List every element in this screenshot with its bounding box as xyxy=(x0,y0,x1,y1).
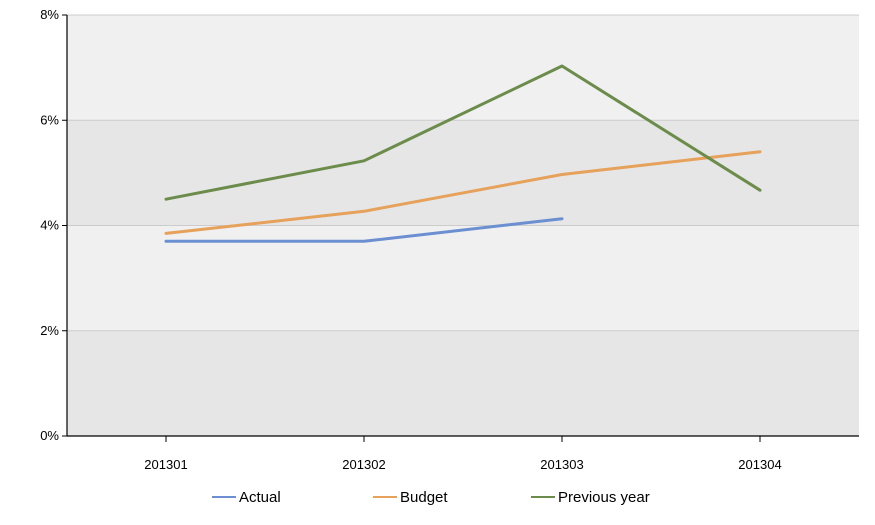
x-tick-label: 201303 xyxy=(540,457,583,472)
y-tick-label: 6% xyxy=(40,112,59,127)
gridlines xyxy=(67,14,859,332)
y-tick-label: 0% xyxy=(40,428,59,443)
legend-item: Budget xyxy=(373,489,448,506)
x-tick-label: 201304 xyxy=(738,457,781,472)
legend-label: Actual xyxy=(239,489,281,506)
legend-label: Previous year xyxy=(558,489,650,506)
legend-item: Previous year xyxy=(531,489,650,506)
series-line-previous-year xyxy=(164,64,762,201)
series-lines xyxy=(164,64,762,243)
plot-background xyxy=(67,15,859,436)
legend-label: Budget xyxy=(400,489,448,506)
series-line-actual xyxy=(164,217,564,243)
plot-band xyxy=(67,225,859,331)
y-tick-label: 4% xyxy=(40,218,59,233)
y-tick-label: 2% xyxy=(40,323,59,338)
plot-band xyxy=(67,330,859,436)
series-line-budget xyxy=(164,150,762,235)
x-tick-label: 201301 xyxy=(144,457,187,472)
legend-item: Actual xyxy=(212,489,281,506)
legend: Actual Budget Previous year xyxy=(212,489,650,506)
y-tick-label: 8% xyxy=(40,7,59,22)
plot-band xyxy=(67,15,859,121)
x-tick-label: 201302 xyxy=(342,457,385,472)
x-axis-ticks: 201301 201302 201303 201304 xyxy=(144,436,782,472)
plot-band xyxy=(67,120,859,226)
y-axis-ticks: 0% 2% 4% 6% 8% xyxy=(40,7,67,443)
